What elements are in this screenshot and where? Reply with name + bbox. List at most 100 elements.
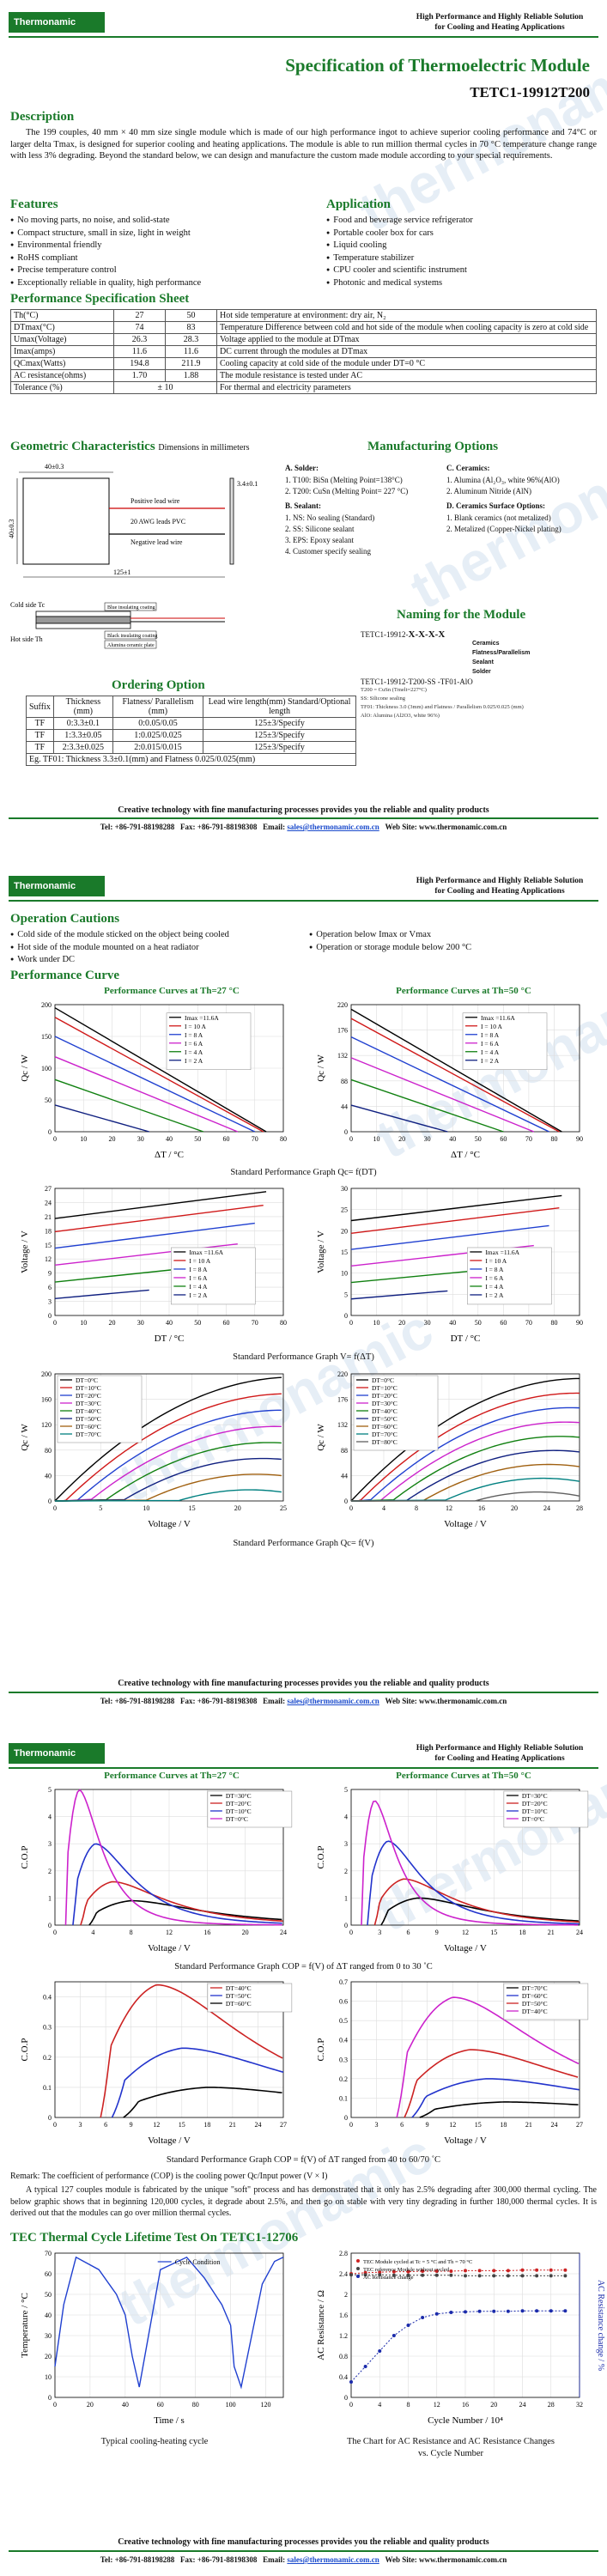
footer-email-label: Email: (263, 1697, 286, 1705)
legend-label: I = 10 A (189, 1257, 210, 1265)
x-tick-label: 40 (166, 1319, 173, 1327)
y-tick-label: 0 (48, 2394, 52, 2402)
y-tick-label: 0 (344, 2394, 348, 2402)
black-coating-label: Black insulating coating (107, 634, 157, 639)
chart-title-27: Performance Curves at Th=27 °C (104, 986, 240, 996)
spec-row: Imax(amps) 11.6 11.6 DC current through the… (10, 345, 597, 358)
naming-note: T200 = CuSn (Tmelt=227°C) (361, 687, 427, 693)
y-tick-label: 6 (48, 1284, 52, 1291)
series-line (380, 1897, 579, 1926)
legend-label: Imax =11.6A (185, 1014, 219, 1022)
plot-frame (350, 1981, 580, 2118)
legend-label: DT=60°C (372, 1423, 398, 1431)
naming-prefix: TETC1-19912- (361, 630, 409, 639)
legend-label: DT=60°C (522, 1992, 548, 2000)
series-line (350, 2310, 566, 2383)
ceramics-title: C. Ceramics: (446, 464, 490, 472)
naming-diagram: TETC1-19912-X-X-X-X Ceramics Flatness/Par… (361, 630, 601, 721)
y-tick-label: 200 (41, 1001, 52, 1009)
x-axis-label: Voltage / V (444, 1519, 487, 1529)
x-tick-label: 20 (109, 1319, 116, 1327)
feature-item: No moving parts, no noise, and solid-sta… (10, 215, 302, 228)
y-tick-label: 2 (48, 1868, 52, 1875)
legend-label: DT=20°C (226, 1800, 252, 1807)
tc-heading: TEC Thermal Cycle Lifetime Test On TETC1… (10, 2231, 299, 2245)
footer-email-link[interactable]: sales@thermonamic.com.cn (287, 2555, 379, 2564)
legend-label: DT=0°C (76, 1376, 98, 1384)
series-line (350, 1057, 535, 1133)
footer-rule (9, 1692, 598, 1693)
legend-label: DT=30°C (372, 1400, 398, 1407)
data-point (563, 2274, 568, 2278)
naming-suffix: X-X-X-X (408, 629, 446, 640)
footer-email-link[interactable]: sales@thermonamic.com.cn (287, 1697, 379, 1705)
x-tick-label: 20 (234, 1504, 241, 1512)
data-point (378, 2270, 382, 2275)
data-point (549, 2274, 553, 2278)
data-point (492, 2269, 496, 2273)
y-tick-label: 132 (337, 1052, 348, 1060)
brand-badge: Thermonamic Module (9, 876, 105, 912)
data-point (464, 2269, 467, 2273)
application-item: Photonic and medical systems (326, 277, 601, 290)
x-tick-label: 80 (280, 1319, 287, 1327)
chart-v-dt-50: 0 5 10 15 20 25 30 0 10 20 30 40 50 60 70 80 90 DT / °C Vo… (316, 1185, 583, 1344)
y-tick-label: 10 (45, 2373, 52, 2381)
data-point (477, 2269, 482, 2273)
spec-cell: 11.6 (165, 345, 217, 358)
chart-qc-v-27: 0 40 80 120 160 200 0 5 10 15 20 25 Voltage / V Qc / … (20, 1370, 287, 1529)
data-point (492, 2274, 496, 2278)
tagline-line-1: High Performance and Highly Reliable Sol… (416, 13, 584, 21)
x-tick-label: 20 (490, 2401, 497, 2409)
footer-contacts: Tel: +86-791-88198288 Fax: +86-791-88198… (9, 2555, 598, 2564)
tagline: High Performance and Highly Reliable Sol… (401, 876, 598, 896)
legend-label: DT=10°C (522, 1807, 548, 1815)
spec-cell: 50 (165, 309, 217, 322)
data-point (392, 2273, 396, 2277)
series-line (404, 2049, 579, 2118)
legend-label: DT=50°C (76, 1415, 101, 1423)
footer-fax: Fax: +86-791-88198308 (180, 823, 258, 831)
y-tick-label: 0.1 (43, 2084, 52, 2092)
x-tick-label: 20 (242, 1929, 249, 1936)
x-tick-label: 8 (415, 1504, 418, 1512)
x-axis-label: Cycle Number / 10⁴ (428, 2415, 503, 2426)
naming-note: AlO: Alumina (Al2O3, white 96%) (361, 713, 440, 719)
footer-web: Web Site: www.thermonamic.com.cn (385, 2555, 507, 2564)
y-tick-label: 4 (344, 1814, 348, 1821)
footer-slogan: Creative technology with fine manufactur… (118, 1679, 489, 1688)
option-item: 1. Blank ceramics (not metalized) (446, 513, 551, 522)
legend-label: I = 6 A (185, 1040, 203, 1048)
series-line (350, 1078, 504, 1133)
footer-email-label: Email: (263, 2555, 286, 2564)
x-tick-label: 4 (91, 1929, 94, 1936)
x-axis-label: ΔT / °C (155, 1150, 184, 1160)
legend-label: I = 2 A (481, 1057, 500, 1065)
order-header-cell: Flatness/ Parallelism (mm) (112, 696, 204, 718)
y-tick-label: 0.3 (43, 2024, 52, 2032)
data-point (421, 2273, 425, 2277)
y-tick-label: 176 (337, 1027, 348, 1035)
naming-part: Sealant (472, 659, 494, 665)
data-point (421, 2269, 425, 2273)
legend-label: DT=40°C (522, 2008, 548, 2015)
y-tick-label: 4 (48, 1814, 52, 1821)
x-tick-label: 8 (130, 1929, 133, 1936)
x-tick-label: 50 (475, 1319, 482, 1327)
legend-label: DT=30°C (76, 1400, 101, 1407)
x-tick-label: 0 (53, 2121, 57, 2129)
x-tick-label: 40 (166, 1135, 173, 1143)
footer-email-link[interactable]: sales@thermonamic.com.cn (287, 823, 379, 831)
geometry-heading: Geometric Characteristics Dimensions in … (10, 440, 250, 454)
tagline-line-1: High Performance and Highly Reliable Sol… (416, 877, 584, 885)
x-tick-label: 24 (254, 2121, 261, 2129)
x-axis-label: Voltage / V (444, 1943, 487, 1953)
data-point (535, 2274, 539, 2278)
legend-label: DT=70°C (372, 1431, 398, 1438)
spec-cell: 28.3 (165, 333, 217, 346)
feature-item: Exceptionally reliable in quality, high … (10, 277, 302, 290)
feature-item: RoHS compliant (10, 252, 302, 265)
geometry-subtitle: Dimensions in millimeters (158, 443, 250, 453)
features-list: No moving parts, no noise, and solid-sta… (10, 215, 302, 289)
x-axis-label: DT / °C (451, 1334, 481, 1344)
